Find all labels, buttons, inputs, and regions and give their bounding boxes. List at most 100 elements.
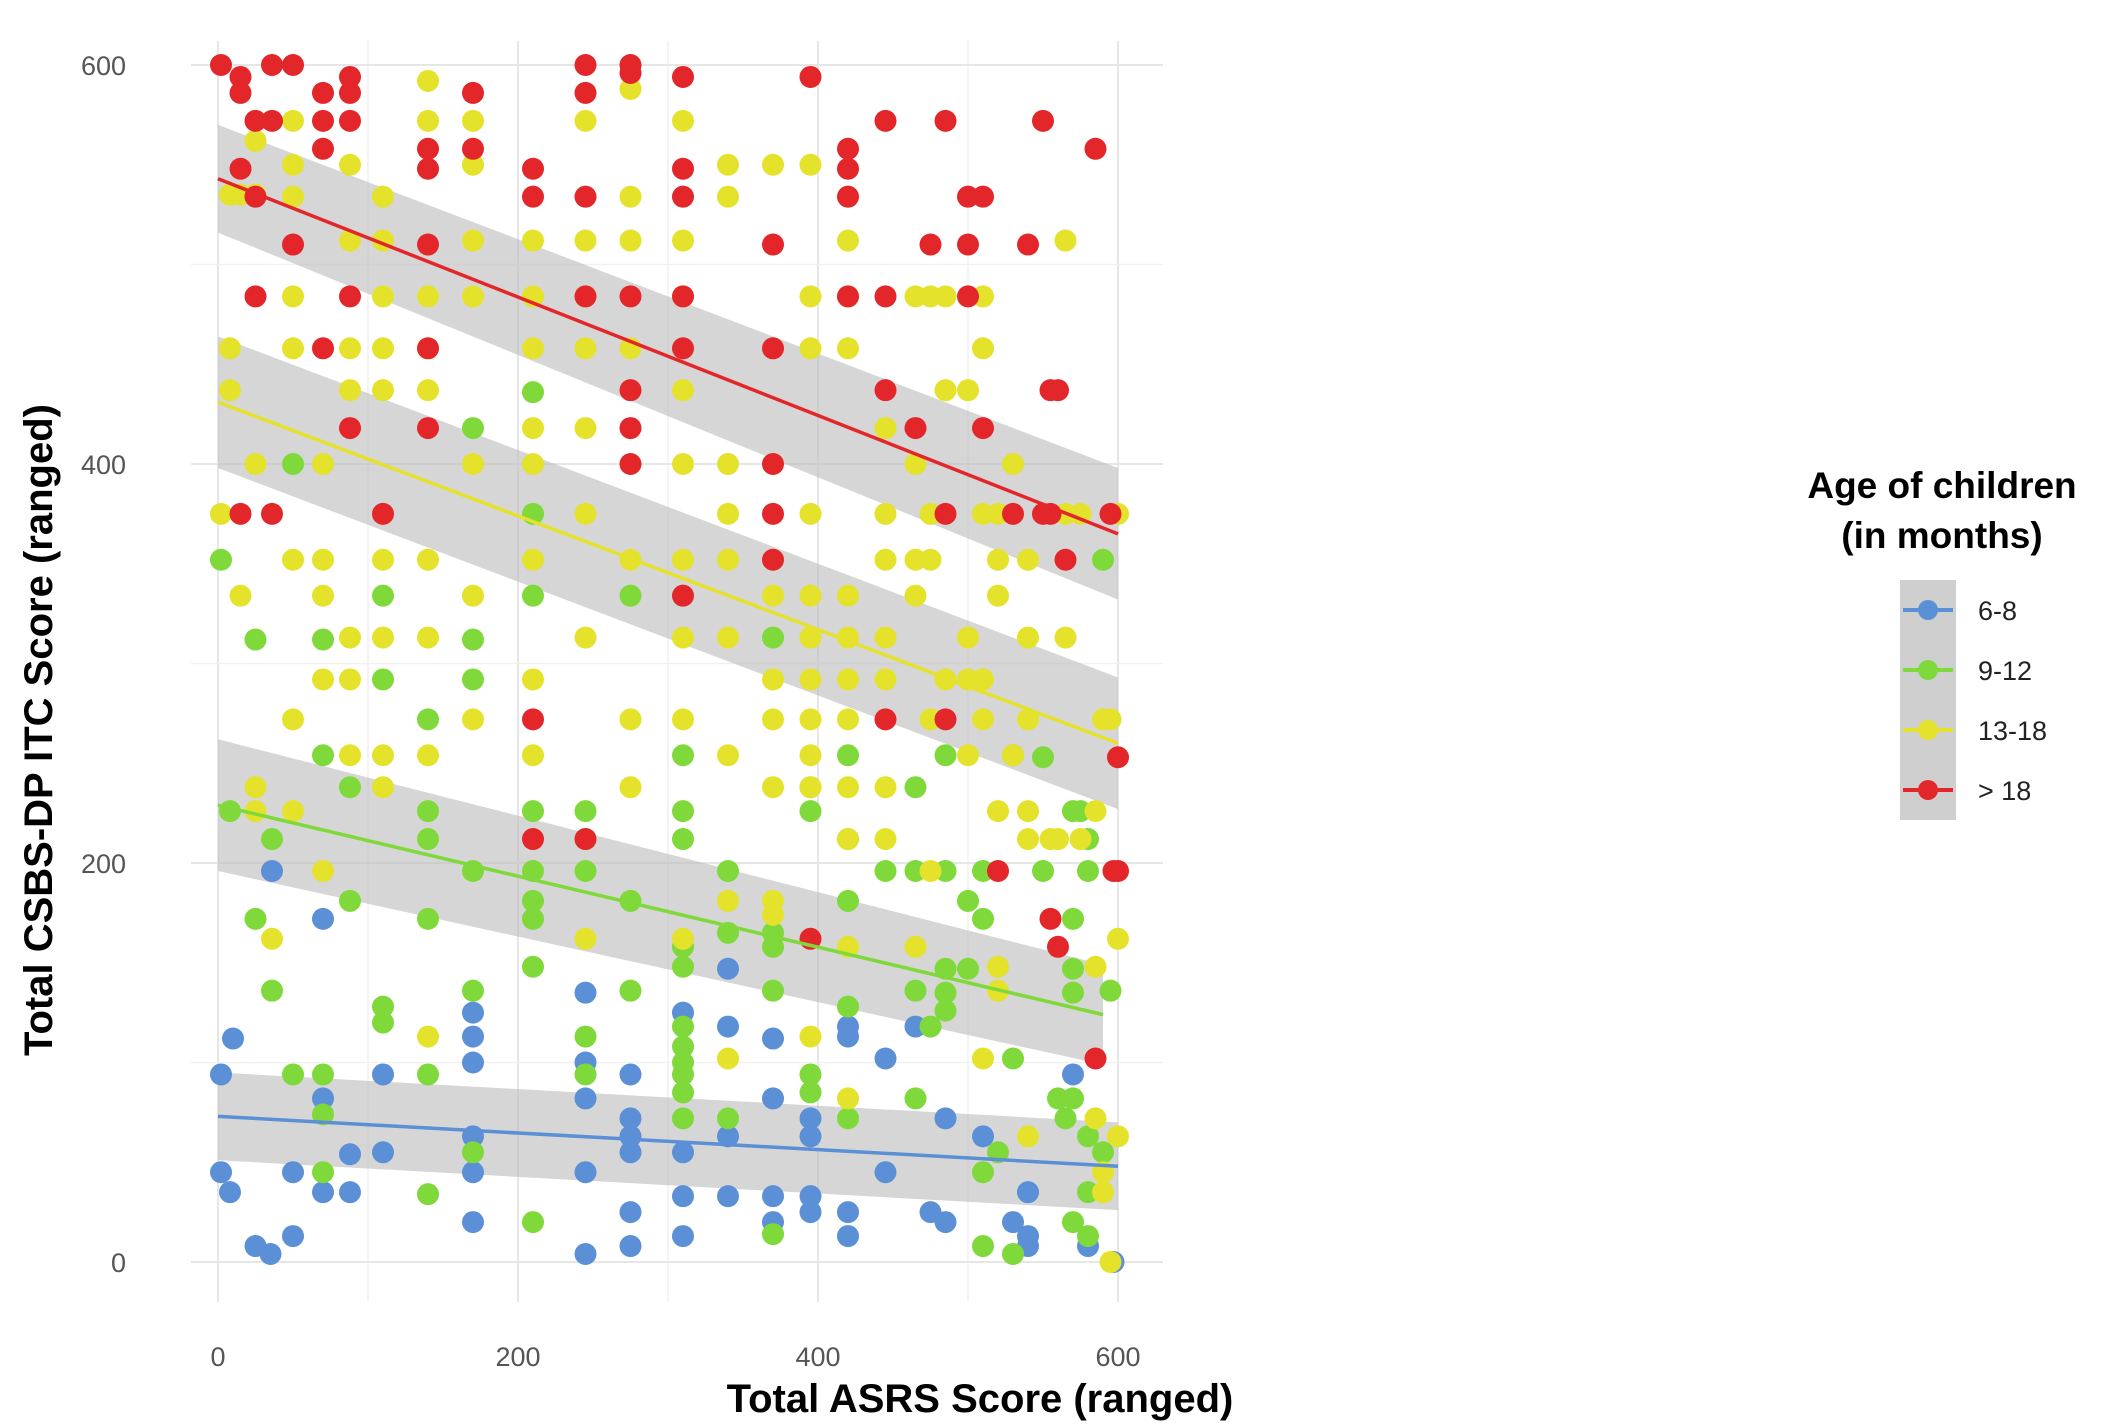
data-point [934, 379, 957, 402]
data-point [619, 229, 642, 252]
data-point [372, 285, 394, 308]
data-point [282, 800, 304, 823]
data-point [837, 995, 859, 1018]
data-point [762, 626, 784, 649]
data-point [462, 137, 484, 160]
data-point [799, 800, 822, 823]
data-point [372, 1011, 394, 1034]
data-point [229, 502, 252, 525]
data-point [619, 1107, 642, 1130]
data-point [574, 229, 597, 252]
data-point [339, 81, 361, 104]
data-point [957, 889, 979, 912]
data-point [417, 626, 439, 649]
data-point [799, 1025, 822, 1048]
data-point [1017, 1181, 1039, 1204]
data-point [672, 584, 694, 607]
data-point [417, 1063, 439, 1086]
data-point [619, 1141, 642, 1164]
data-point [244, 129, 267, 152]
data-point [672, 379, 694, 402]
data-point [672, 1185, 694, 1208]
regression-line [217, 803, 1104, 1017]
legend-label: 13-18 [1978, 716, 2047, 746]
data-point [339, 776, 361, 799]
data-point [957, 285, 979, 308]
data-point [1017, 548, 1039, 571]
data-point [837, 1025, 859, 1048]
data-point [619, 1125, 642, 1148]
data-point [244, 453, 267, 475]
data-point [1054, 626, 1077, 649]
data-point [762, 1087, 784, 1110]
data-point [874, 417, 897, 440]
data-point [522, 708, 544, 731]
data-point [574, 185, 597, 208]
data-point [282, 185, 304, 208]
data-point [574, 81, 597, 104]
data-point [1017, 1125, 1039, 1148]
data-point [1062, 1063, 1084, 1086]
data-point [522, 744, 544, 767]
data-point [799, 626, 822, 649]
data-point [919, 548, 942, 571]
data-point [1069, 828, 1092, 851]
data-point [312, 628, 334, 651]
data-point [957, 957, 979, 980]
data-point [312, 1181, 334, 1204]
data-point [1017, 828, 1039, 851]
data-point [799, 153, 822, 176]
data-point [672, 800, 694, 823]
data-point [282, 337, 304, 360]
data-point [522, 859, 544, 882]
data-point [574, 54, 597, 76]
data-point [972, 1161, 994, 1184]
data-point [522, 955, 544, 978]
data-point [1032, 859, 1054, 882]
data-point [1099, 1251, 1122, 1273]
y-tick-label: 600 [81, 51, 126, 81]
data-point [619, 61, 642, 84]
data-point [462, 81, 484, 104]
data-point [972, 1235, 994, 1258]
data-point [210, 54, 232, 76]
data-point [874, 379, 897, 402]
data-point [462, 153, 484, 176]
data-point [837, 337, 859, 360]
data-point [462, 1211, 484, 1234]
data-point [229, 157, 252, 180]
legend-title-line-2: (in months) [1841, 515, 2042, 556]
data-point [799, 708, 822, 731]
data-point [372, 668, 394, 691]
regression-line [217, 177, 1119, 536]
data-point [261, 828, 283, 851]
data-point [762, 153, 784, 176]
data-point [717, 1185, 739, 1208]
data-point [762, 584, 784, 607]
data-point [874, 548, 897, 571]
data-point [339, 109, 361, 132]
data-point [417, 548, 439, 571]
data-point [672, 708, 694, 731]
legend-label: 6-8 [1978, 596, 2017, 626]
data-point [717, 889, 739, 912]
data-point [934, 1107, 957, 1130]
legend-title-line-1: Age of children [1807, 465, 2076, 506]
data-point [312, 109, 334, 132]
data-point [799, 337, 822, 360]
data-point [762, 1185, 784, 1208]
data-point [462, 417, 484, 440]
data-point [762, 453, 784, 475]
data-point [799, 1125, 822, 1148]
data-point [417, 417, 439, 440]
data-point [672, 157, 694, 180]
data-point [957, 379, 979, 402]
data-point [522, 907, 544, 930]
data-point [987, 548, 1009, 571]
data-point [619, 453, 642, 475]
data-point [462, 979, 484, 1002]
data-point [462, 229, 484, 252]
data-point [574, 1087, 597, 1110]
data-point [874, 502, 897, 525]
y-tick-label: 0 [111, 1248, 126, 1278]
